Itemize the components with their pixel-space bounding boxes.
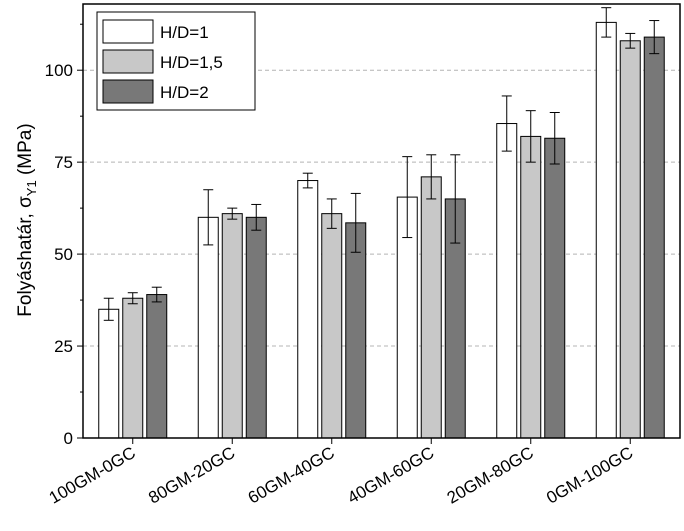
bar [544,137,566,439]
plot-frame [82,3,681,439]
bar [122,297,144,439]
legend-swatch [102,49,154,74]
x-tick-label: 100GM-0GC [46,443,139,508]
x-tick-label: 40GM-60GC [344,443,437,508]
y-tick-label: 75 [54,153,73,172]
legend-swatch [102,19,154,44]
bar [197,216,219,439]
bar [297,180,319,439]
bar [420,176,442,439]
bar [345,222,367,439]
legend-label: H/D=1,5 [160,53,223,72]
x-tick-label: 80GM-20GC [145,443,238,508]
x-tick-label: 20GM-80GC [444,443,537,508]
y-axis-label: Folyáshatár, σY1 (MPa) [15,123,39,316]
y-tick-label: 100 [45,61,73,80]
x-tick-label: 60GM-40GC [245,443,338,508]
y-tick-label: 25 [54,337,73,356]
legend-label: H/D=2 [160,83,209,102]
bar [643,36,665,439]
bar [146,294,168,439]
bar [245,216,267,439]
x-tick-label: 0GM-100GC [543,443,636,508]
bar [496,123,518,439]
legend: H/D=1 H/D=1,5 H/D=2 [96,11,256,111]
bar [520,135,542,439]
y-tick-label: 0 [64,429,73,448]
legend-label: H/D=1 [160,23,209,42]
legend-swatch [102,79,154,104]
bar [595,21,617,439]
bar [321,213,343,439]
y-tick-label: 50 [54,245,73,264]
bar [221,213,243,439]
bar [619,40,641,439]
bar [98,308,120,439]
